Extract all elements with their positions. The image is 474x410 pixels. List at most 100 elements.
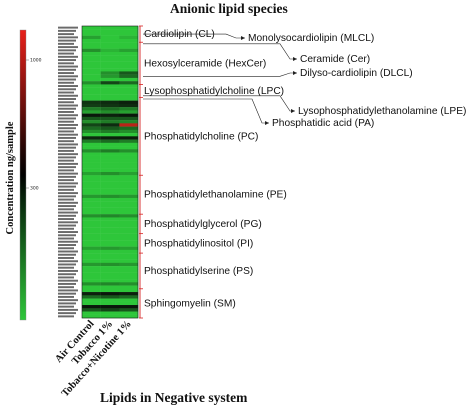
- heatmap-cell: [82, 29, 101, 33]
- row-tick-mark: [58, 286, 74, 289]
- heatmap-cell: [82, 90, 101, 95]
- heatmap-cell: [82, 113, 101, 118]
- heatmap-cell: [82, 51, 101, 56]
- row-tick-mark: [58, 292, 76, 295]
- color-scale-tick-label: 300: [30, 186, 39, 192]
- heatmap-cell: [82, 314, 101, 319]
- heatmap-cell: [82, 68, 101, 72]
- heatmap-cell: [82, 230, 101, 234]
- callout-label: Lysophosphatidylethanolamine (LPE): [298, 106, 466, 117]
- heatmap-grid: [81, 25, 139, 319]
- row-tick-mark: [58, 98, 76, 100]
- heatmap-cell: [119, 103, 139, 108]
- heatmap-cell: [82, 207, 101, 212]
- heatmap-cell: [100, 243, 120, 247]
- heatmap-cell: [119, 256, 139, 260]
- row-tick-mark: [58, 78, 76, 81]
- heatmap-cell: [100, 45, 120, 49]
- heatmap-border: [81, 25, 139, 319]
- row-tick-mark: [58, 166, 76, 169]
- heatmap-cell: [82, 136, 101, 140]
- heatmap-cell: [82, 259, 101, 264]
- heatmap-cell: [82, 152, 101, 156]
- row-tick-mark: [58, 224, 76, 227]
- heatmap-cell: [100, 146, 120, 150]
- heatmap-cell: [82, 223, 101, 228]
- heatmap-cell: [100, 172, 120, 176]
- row-tick-mark: [58, 295, 74, 298]
- row-tick-mark: [58, 179, 74, 182]
- row-tick-mark: [58, 120, 74, 123]
- heatmap-cell: [100, 51, 120, 56]
- heatmap-cell: [82, 87, 101, 92]
- heatmap-cell: [119, 194, 139, 199]
- heatmap-cell: [100, 90, 120, 95]
- row-tick-mark: [58, 315, 74, 318]
- row-tick-mark: [58, 185, 76, 188]
- row-tick-mark: [58, 266, 74, 269]
- row-tick-mark: [58, 68, 76, 71]
- heatmap-cell: [82, 120, 101, 124]
- heatmap-cell: [82, 249, 101, 254]
- heatmap-cell: [119, 298, 139, 302]
- row-tick-mark: [58, 52, 74, 55]
- heatmap-cell: [100, 246, 120, 251]
- heatmap-cell: [82, 110, 101, 114]
- callout-label: Dilyso-cardiolipin (DLCL): [300, 68, 413, 79]
- heatmap-cell: [82, 133, 101, 137]
- heatmap-cell: [119, 269, 139, 273]
- heatmap-cell: [82, 26, 101, 30]
- heatmap-cell: [119, 74, 139, 79]
- heatmap-cell: [82, 305, 101, 309]
- heatmap-cell: [100, 58, 120, 62]
- heatmap-cell: [119, 110, 139, 114]
- heatmap-cell: [100, 120, 120, 124]
- heatmap-cell: [119, 230, 139, 234]
- heatmap-cell: [82, 94, 101, 98]
- row-tick-mark: [58, 237, 74, 240]
- lipid-class-label: Phosphatidylserine (PS): [144, 266, 253, 277]
- class-bracket: [139, 25, 143, 319]
- heatmap-cell: [100, 38, 120, 43]
- heatmap-cell: [119, 314, 139, 319]
- lipid-class-label: Phosphatidylethanolamine (PE): [144, 190, 287, 201]
- heatmap-cell: [82, 184, 101, 189]
- heatmap-cell: [119, 292, 139, 296]
- heatmap-cell: [82, 292, 101, 296]
- heatmap-cell: [82, 38, 101, 43]
- row-tick-mark: [58, 312, 76, 315]
- heatmap-cell: [100, 275, 120, 280]
- heatmap-cell: [119, 285, 139, 289]
- row-tick-mark: [58, 88, 76, 91]
- heatmap-cell: [82, 204, 101, 208]
- color-scale-ticks: 1000 300: [26, 58, 42, 192]
- row-tick-mark: [58, 247, 74, 250]
- color-scale: 1000 300 Concentration ng/sample: [5, 29, 42, 321]
- row-tick-mark: [58, 130, 74, 133]
- heatmap-cell: [82, 220, 101, 225]
- callout-label: Monolysocardiolipin (MLCL): [248, 33, 374, 44]
- row-tick-mark: [58, 282, 76, 285]
- heatmap-cell: [100, 188, 120, 192]
- heatmap-cell: [119, 308, 139, 312]
- callout-arrow: [143, 72, 297, 77]
- heatmap-cell: [119, 71, 139, 75]
- color-scale-bar: [19, 29, 27, 321]
- heatmap-cell: [100, 71, 120, 75]
- heatmap-cell: [100, 100, 120, 105]
- heatmap-cell: [82, 210, 101, 215]
- heatmap-cell: [82, 162, 101, 166]
- heatmap-cell: [82, 71, 101, 75]
- heatmap-cell: [100, 220, 120, 225]
- heatmap-cell: [100, 308, 120, 312]
- lipid-class-callouts: Monolysocardiolipin (MLCL) Ceramide (Cer)…: [143, 33, 466, 129]
- heatmap-cell: [100, 113, 120, 118]
- heatmap-cell: [82, 123, 101, 127]
- heatmap-cell: [82, 97, 101, 101]
- heatmap-cell: [119, 162, 139, 166]
- heatmap-cell: [100, 68, 120, 72]
- row-tick-mark: [58, 133, 78, 136]
- row-tick-mark: [58, 107, 76, 110]
- heatmap-cell: [119, 282, 139, 286]
- heatmap-cell: [100, 227, 120, 231]
